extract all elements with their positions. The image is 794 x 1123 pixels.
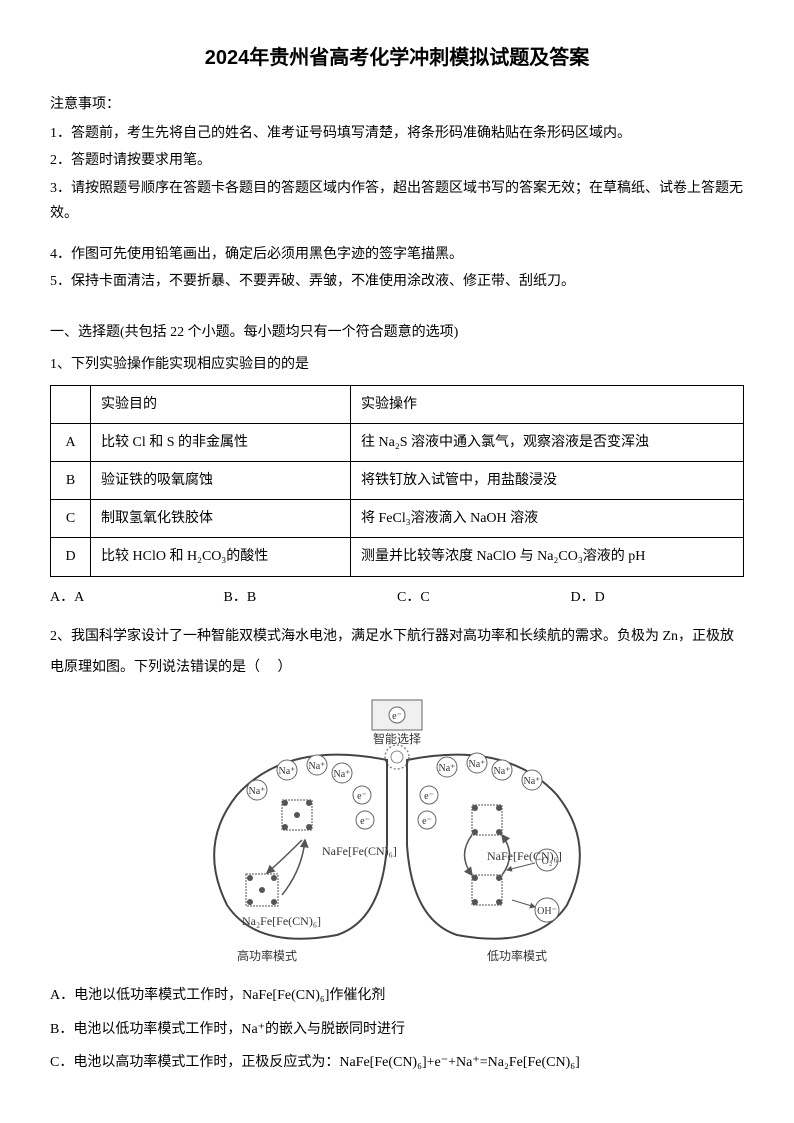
table-header: 实验操作 — [351, 385, 744, 423]
notice-header: 注意事项： — [50, 92, 744, 117]
option: C．C — [397, 585, 571, 610]
page-title: 2024年贵州省高考化学冲刺模拟试题及答案 — [50, 40, 744, 76]
notice-item: 2．答题时请按要求用笔。 — [50, 148, 744, 173]
table-cell: 制取氢氧化铁胶体 — [91, 500, 351, 538]
option: B．B — [224, 585, 398, 610]
svg-text:Na⁺: Na⁺ — [279, 766, 296, 777]
left-mode-label: 高功率模式 — [237, 948, 297, 963]
notice-item: 5．保持卡面清洁，不要折暴、不要弄破、弄皱，不准使用涂改液、修正带、刮纸刀。 — [50, 269, 744, 294]
svg-text:Na⁺: Na⁺ — [334, 769, 351, 780]
table-header — [51, 385, 91, 423]
table-cell: 将 FeCl₃溶液滴入 NaOH 溶液 — [351, 500, 744, 538]
diagram-top-label: 智能选择 — [373, 731, 421, 746]
table-cell: 比较 Cl 和 S 的非金属性 — [91, 423, 351, 461]
q2-options: A．电池以低功率模式工作时，NaFe[Fe(CN)₆]作催化剂 B．电池以低功率… — [50, 983, 744, 1075]
option: B．电池以低功率模式工作时，Na⁺的嵌入与脱嵌同时进行 — [50, 1017, 744, 1042]
svg-text:Na⁺: Na⁺ — [309, 761, 326, 772]
formula-left: NaFe[Fe(CN)₆] — [322, 844, 397, 858]
table-cell: D — [51, 538, 91, 576]
option: C．电池以高功率模式工作时，正极反应式为：NaFe[Fe(CN)₆]+e⁻+Na… — [50, 1050, 744, 1075]
svg-text:Na⁺: Na⁺ — [469, 759, 486, 770]
svg-text:Na⁺: Na⁺ — [249, 786, 266, 797]
svg-text:Na⁺: Na⁺ — [494, 766, 511, 777]
table-row: A 比较 Cl 和 S 的非金属性 往 Na₂S 溶液中通入氯气，观察溶液是否变… — [51, 423, 744, 461]
table-cell: A — [51, 423, 91, 461]
table-row: D 比较 HClO 和 H₂CO₃的酸性 测量并比较等浓度 NaClO 与 Na… — [51, 538, 744, 576]
table-cell: 验证铁的吸氧腐蚀 — [91, 462, 351, 500]
question-1-stem: 1、下列实验操作能实现相应实验目的的是 — [50, 352, 744, 377]
notice-item: 3．请按照题号顺序在答题卡各题目的答题区域内作答，超出答题区域书写的答案无效；在… — [50, 176, 744, 226]
diagram-e-label: e⁻ — [392, 711, 402, 722]
svg-text:e⁻: e⁻ — [357, 791, 367, 802]
option: A．A — [50, 585, 224, 610]
table-cell: 将铁钉放入试管中，用盐酸浸没 — [351, 462, 744, 500]
battery-diagram: e⁻ 智能选择 Na⁺ Na⁺ Na⁺ Na⁺ e⁻ e⁻ NaFe[F — [50, 695, 744, 975]
svg-text:OH⁻: OH⁻ — [537, 906, 557, 917]
svg-text:e⁻: e⁻ — [424, 791, 434, 802]
svg-text:e⁻: e⁻ — [360, 816, 370, 827]
svg-text:e⁻: e⁻ — [422, 816, 432, 827]
option: D．D — [571, 585, 745, 610]
q1-options: A．A B．B C．C D．D — [50, 585, 744, 610]
notice-item: 4．作图可先使用铅笔画出，确定后必须用黑色字迹的签字笔描黑。 — [50, 242, 744, 267]
experiment-table: 实验目的 实验操作 A 比较 Cl 和 S 的非金属性 往 Na₂S 溶液中通入… — [50, 385, 744, 577]
svg-text:Na⁺: Na⁺ — [524, 776, 541, 787]
section-header: 一、选择题(共包括 22 个小题。每小题均只有一个符合题意的选项) — [50, 320, 744, 345]
table-row: 实验目的 实验操作 — [51, 385, 744, 423]
table-header: 实验目的 — [91, 385, 351, 423]
table-row: C 制取氢氧化铁胶体 将 FeCl₃溶液滴入 NaOH 溶液 — [51, 500, 744, 538]
formula-right: NaFe[Fe(CN)₆] — [487, 849, 562, 863]
notice-item: 1．答题前，考生先将自己的姓名、准考证号码填写清楚，将条形码准确粘贴在条形码区域… — [50, 121, 744, 146]
right-mode-label: 低功率模式 — [487, 948, 547, 963]
formula-left2: Na₂Fe[Fe(CN)₆] — [242, 914, 321, 928]
table-cell: 测量并比较等浓度 NaClO 与 Na₂CO₃溶液的 pH — [351, 538, 744, 576]
svg-text:Na⁺: Na⁺ — [439, 763, 456, 774]
table-cell: B — [51, 462, 91, 500]
option: A．电池以低功率模式工作时，NaFe[Fe(CN)₆]作催化剂 — [50, 983, 744, 1008]
question-2-stem: 2、我国科学家设计了一种智能双模式海水电池，满足水下航行器对高功率和长续航的需求… — [50, 622, 744, 684]
table-row: B 验证铁的吸氧腐蚀 将铁钉放入试管中，用盐酸浸没 — [51, 462, 744, 500]
table-cell: 往 Na₂S 溶液中通入氯气，观察溶液是否变浑浊 — [351, 423, 744, 461]
table-cell: C — [51, 500, 91, 538]
table-cell: 比较 HClO 和 H₂CO₃的酸性 — [91, 538, 351, 576]
diagram-svg: e⁻ 智能选择 Na⁺ Na⁺ Na⁺ Na⁺ e⁻ e⁻ NaFe[F — [187, 695, 607, 975]
